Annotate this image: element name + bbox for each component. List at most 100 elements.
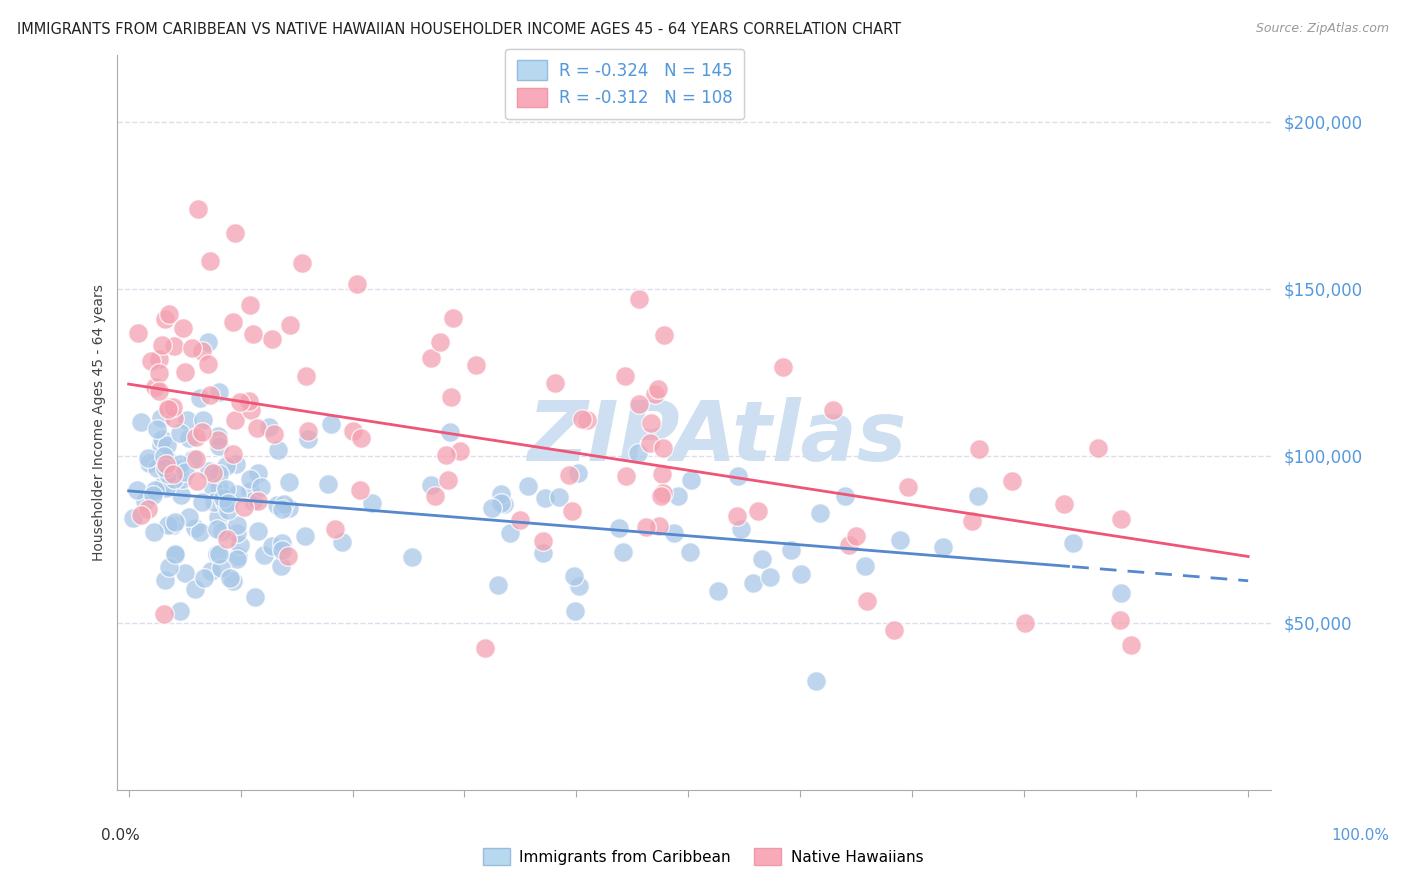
Point (644, 386, 666, 401)
Point (174, 566, 197, 581)
Point (634, 520, 657, 534)
Point (174, 365, 197, 379)
Point (207, 433, 229, 447)
Point (544, 376, 567, 390)
Point (153, 574, 176, 588)
Point (169, 425, 191, 440)
Point (297, 432, 319, 446)
Point (838, 538, 860, 552)
Point (145, 460, 167, 475)
Point (547, 490, 569, 504)
Point (214, 496, 236, 510)
Point (612, 544, 634, 558)
Point (627, 446, 650, 460)
Point (197, 358, 219, 372)
Point (464, 358, 486, 372)
Point (401, 550, 423, 565)
Point (200, 565, 222, 579)
Point (253, 549, 276, 563)
Point (205, 522, 228, 536)
Point (652, 441, 675, 455)
Point (564, 604, 586, 618)
Point (350, 431, 373, 445)
Point (186, 475, 208, 489)
Point (489, 487, 512, 501)
Point (294, 529, 316, 543)
Point (1109, 586, 1132, 600)
Point (150, 438, 173, 452)
Point (509, 513, 531, 527)
Point (576, 413, 599, 427)
Point (1108, 613, 1130, 627)
Point (208, 439, 231, 453)
Point (129, 415, 152, 429)
Point (157, 560, 180, 574)
Point (429, 335, 451, 350)
Point (155, 458, 177, 472)
Point (208, 547, 231, 561)
Point (725, 508, 748, 523)
Point (360, 496, 382, 510)
Point (215, 458, 238, 473)
Point (211, 524, 233, 538)
Text: IMMIGRANTS FROM CARIBBEAN VS NATIVE HAWAIIAN HOUSEHOLDER INCOME AGES 45 - 64 YEA: IMMIGRANTS FROM CARIBBEAN VS NATIVE HAWA… (17, 22, 901, 37)
Point (242, 494, 264, 508)
Point (263, 426, 285, 441)
Point (1109, 511, 1132, 525)
Point (440, 390, 463, 404)
Point (148, 384, 170, 399)
Point (481, 500, 503, 515)
Point (226, 518, 249, 533)
Point (651, 486, 673, 500)
Point (489, 495, 512, 509)
Point (142, 488, 165, 502)
Point (232, 500, 254, 514)
Point (273, 497, 295, 511)
Point (162, 339, 184, 353)
Point (167, 462, 190, 476)
Y-axis label: Householder Income Ages 45 - 64 years: Householder Income Ages 45 - 64 years (93, 284, 107, 561)
Point (193, 571, 215, 585)
Point (197, 334, 219, 349)
Point (534, 491, 557, 505)
Point (245, 421, 267, 435)
Point (225, 458, 247, 472)
Point (188, 391, 211, 405)
Point (191, 495, 214, 509)
Point (198, 388, 221, 402)
Point (436, 473, 458, 487)
Point (270, 536, 292, 550)
Point (571, 412, 593, 426)
Point (172, 321, 194, 335)
Point (434, 448, 457, 462)
Point (474, 640, 496, 655)
Point (129, 508, 152, 522)
Point (127, 483, 149, 497)
Point (419, 351, 441, 365)
Point (163, 472, 186, 486)
Point (349, 483, 371, 498)
Point (439, 425, 461, 440)
Point (187, 202, 209, 217)
Point (170, 488, 193, 502)
Point (681, 473, 703, 487)
Point (966, 489, 988, 503)
Point (152, 478, 174, 492)
Point (278, 475, 301, 489)
Point (804, 673, 827, 688)
Point (250, 480, 273, 494)
Point (1000, 474, 1022, 488)
Point (165, 548, 187, 562)
Point (184, 451, 207, 466)
Point (136, 451, 159, 466)
Point (208, 384, 231, 399)
Point (558, 467, 581, 482)
Point (1014, 616, 1036, 631)
Point (751, 552, 773, 566)
Point (277, 549, 299, 563)
Point (679, 545, 702, 559)
Point (332, 535, 354, 549)
Point (567, 466, 589, 480)
Point (647, 382, 669, 396)
Point (143, 525, 166, 540)
